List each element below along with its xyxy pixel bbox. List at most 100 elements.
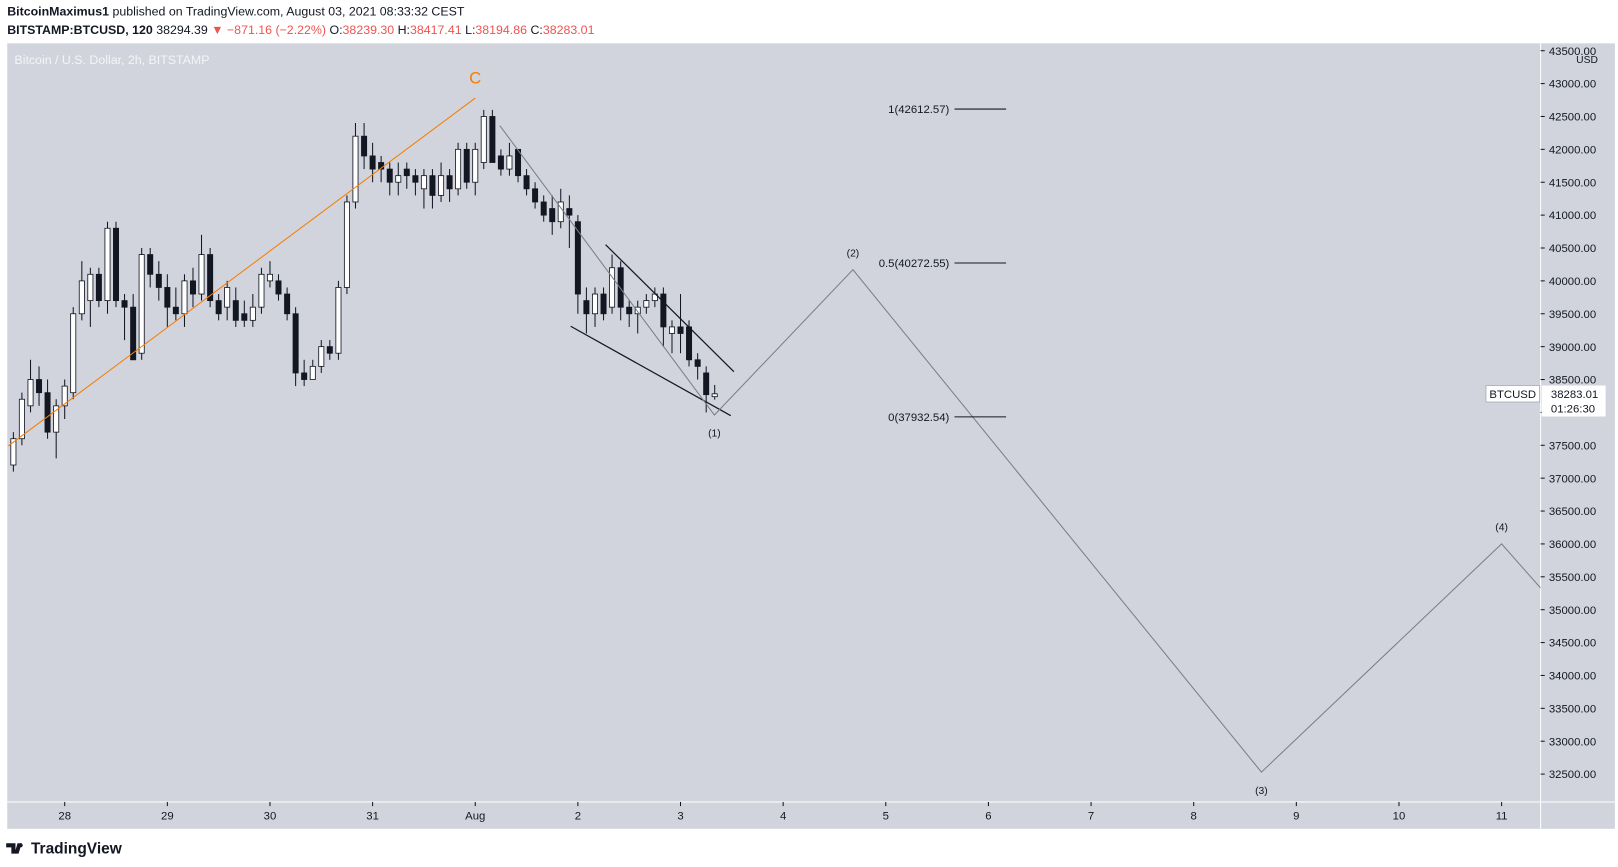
x-tick-label: 29 <box>161 811 174 823</box>
wave-label: (3) <box>1255 786 1268 797</box>
candle-body <box>497 155 504 170</box>
publisher: BitcoinMaximus1 <box>7 4 109 18</box>
x-tick-label: 3 <box>677 811 683 823</box>
y-tick-label: 39000.00 <box>1549 342 1596 354</box>
candle-body <box>181 280 188 315</box>
candle-body <box>44 392 51 433</box>
candle-body <box>190 280 196 295</box>
candle-body <box>343 201 350 288</box>
symbol-line: BITSTAMP:BTCUSD, 120 38294.39 ▼ −871.16 … <box>7 23 594 37</box>
candle-body <box>78 280 85 315</box>
candle-body <box>215 300 222 315</box>
change: ▼ −871.16 (−2.22%) <box>211 23 326 37</box>
fib-label: 0.5(40272.55) <box>879 258 950 270</box>
candle-body <box>386 168 393 183</box>
candle-body <box>164 287 171 308</box>
candle-body <box>147 254 154 275</box>
candle-body <box>523 175 530 190</box>
candle-body <box>275 280 282 295</box>
wave-label: (2) <box>847 248 860 259</box>
y-tick-label: 39500.00 <box>1549 309 1596 321</box>
candle-body <box>429 175 436 196</box>
candle-body <box>686 326 693 361</box>
candle-body <box>677 326 684 334</box>
candle-body <box>420 175 427 190</box>
y-tick-label: 38500.00 <box>1549 375 1596 387</box>
x-tick-label: 30 <box>264 811 277 823</box>
candle-body <box>694 359 701 367</box>
y-tick-label: 41500.00 <box>1549 177 1596 189</box>
fib-label: 1(42612.57) <box>888 104 949 116</box>
candle-body <box>660 293 667 328</box>
ohlc-label: C: <box>530 23 542 37</box>
logo: TradingView <box>6 841 123 858</box>
x-tick-label: 8 <box>1191 811 1197 823</box>
y-tick-label: 43000.00 <box>1549 79 1596 91</box>
y-tick-label: 36500.00 <box>1549 506 1596 518</box>
ohlc-value: 38194.86 <box>475 23 527 37</box>
candle-body <box>249 306 256 321</box>
candle-body <box>592 293 599 315</box>
candle-body <box>361 135 368 157</box>
candle-body <box>609 267 616 308</box>
candle-body <box>634 306 641 315</box>
x-tick-label: Aug <box>465 811 485 823</box>
ohlc-value: 38283.01 <box>543 23 595 37</box>
candle-body <box>258 273 265 308</box>
y-tick-label: 42500.00 <box>1549 112 1596 124</box>
candle-body <box>574 221 581 295</box>
candle-body <box>403 168 410 177</box>
candle-body <box>207 254 214 302</box>
x-tick-label: 6 <box>985 811 991 823</box>
y-axis-label: USD <box>1576 55 1598 66</box>
x-tick-label: 2 <box>575 811 581 823</box>
candle-body <box>489 116 496 163</box>
candle-body <box>113 227 120 302</box>
wave-label: (4) <box>1495 523 1508 534</box>
candle-body <box>626 306 633 315</box>
y-tick-label: 40500.00 <box>1549 243 1596 255</box>
symbol: BITSTAMP:BTCUSD, 120 <box>7 23 153 37</box>
x-tick-label: 28 <box>58 811 71 823</box>
price-countdown: 01:26:30 <box>1551 403 1595 415</box>
candle-body <box>224 287 231 308</box>
y-tick-label: 35000.00 <box>1549 605 1596 617</box>
candle-body <box>121 300 128 308</box>
candle-body <box>53 405 60 433</box>
candle-body <box>703 372 710 396</box>
candle-body <box>326 346 333 354</box>
candle-body <box>284 293 291 315</box>
wave-label: (1) <box>708 429 721 440</box>
x-tick-label: 7 <box>1088 811 1094 823</box>
y-tick-label: 42000.00 <box>1549 144 1596 156</box>
y-tick-label: 41000.00 <box>1549 210 1596 222</box>
y-tick-label: 34500.00 <box>1549 638 1596 650</box>
candle-body <box>70 313 77 394</box>
y-tick-label: 33500.00 <box>1549 703 1596 715</box>
candle-body <box>335 287 342 354</box>
x-tick-label: 10 <box>1393 811 1406 823</box>
candle-body <box>446 175 453 190</box>
candle-body <box>198 254 205 295</box>
candle-body <box>643 300 650 308</box>
candle-body <box>540 201 547 216</box>
candle-body <box>10 438 17 466</box>
candle-body <box>130 306 137 361</box>
candle-body <box>566 208 573 216</box>
price-name: BTCUSD <box>1489 389 1536 401</box>
candle-body <box>61 385 68 407</box>
candle-body <box>583 300 590 315</box>
published-text: published on TradingView.com, August 03,… <box>112 4 464 18</box>
candle-body <box>412 175 419 183</box>
candle-body <box>480 116 487 163</box>
candle-body <box>438 175 445 196</box>
candle-body <box>155 273 162 288</box>
x-tick-label: 4 <box>780 811 786 823</box>
plot-background <box>7 43 1615 829</box>
x-tick-label: 31 <box>366 811 379 823</box>
candle-body <box>309 365 316 380</box>
y-tick-label: 40000.00 <box>1549 276 1596 288</box>
ohlc-label: L: <box>465 23 475 37</box>
x-tick-label: 5 <box>883 811 889 823</box>
